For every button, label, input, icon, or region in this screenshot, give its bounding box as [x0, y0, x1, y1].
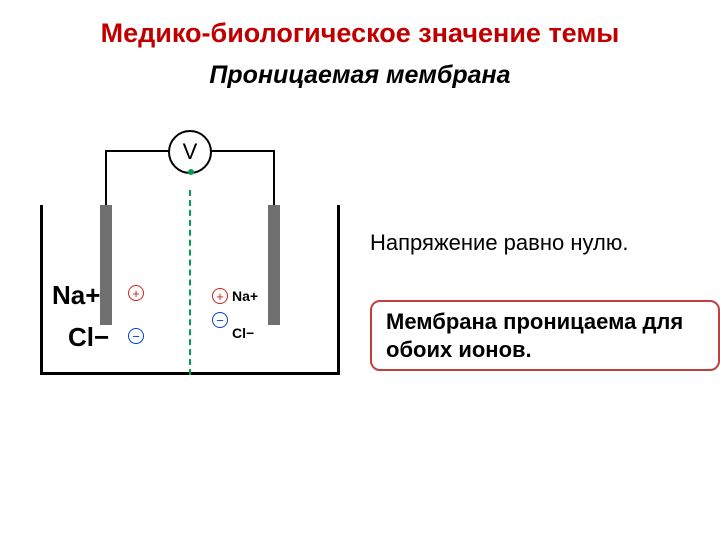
statement-permeable-text: Мембрана проницаема для обоих ионов.	[386, 309, 683, 362]
membrane-line	[189, 190, 191, 375]
voltmeter-label: V	[183, 139, 198, 165]
cl-right-text: Cl−	[232, 325, 254, 341]
voltmeter-dot-icon	[188, 169, 194, 175]
cl-left-label: Cl−	[68, 322, 109, 353]
plus-charge-right-icon: +	[212, 288, 228, 304]
wire-down-left	[105, 150, 107, 205]
na-right-text: Na+	[232, 288, 258, 304]
wire-down-right	[273, 150, 275, 205]
voltmeter-icon: V	[168, 130, 212, 174]
title-text: Медико-биологическое значение темы	[101, 18, 620, 48]
statement-voltage: Напряжение равно нулю.	[370, 230, 628, 256]
na-left-text: Na+	[52, 280, 100, 310]
electrode-right	[268, 205, 280, 325]
membrane-diagram: V Na+ Cl− + − + Na+ − Cl−	[40, 130, 340, 410]
statement-voltage-text: Напряжение равно нулю.	[370, 230, 628, 255]
plus-charge-left-icon: +	[128, 285, 144, 301]
subtitle-text: Проницаемая мембрана	[209, 61, 510, 89]
page-title: Медико-биологическое значение темы	[0, 0, 720, 49]
wire-right	[210, 150, 275, 152]
na-left-label: Na+	[52, 280, 100, 311]
statement-permeable: Мембрана проницаема для обоих ионов.	[370, 300, 720, 371]
wire-left	[105, 150, 170, 152]
minus-charge-right-icon: −	[212, 312, 228, 328]
electrode-left	[100, 205, 112, 325]
minus-charge-left-icon: −	[128, 328, 144, 344]
cl-left-text: Cl−	[68, 322, 109, 352]
na-right-label: Na+	[232, 288, 258, 304]
page-subtitle: Проницаемая мембрана	[0, 61, 720, 90]
cl-right-label: Cl−	[232, 325, 254, 341]
